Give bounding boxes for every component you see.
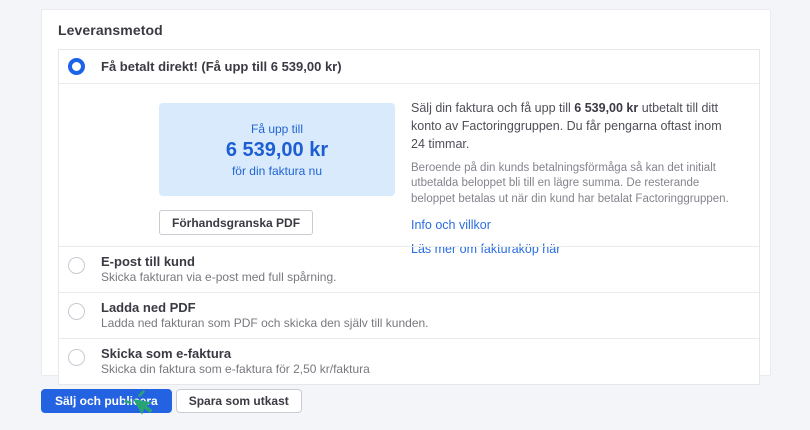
option-email-to-customer[interactable]: E-post till kund Skicka fakturan via e-p… (59, 246, 759, 292)
radio-unselected-icon[interactable] (68, 257, 85, 274)
form-actions: Sälj och publicera Spara som utkast (41, 389, 302, 413)
option-label: Ladda ned PDF (101, 300, 196, 315)
option-description: Skicka din faktura som e-faktura för 2,5… (101, 362, 370, 376)
offer-main-text-end: utbetalt till ditt konto av Factoringgru… (411, 101, 722, 151)
read-more-factoring-link[interactable]: Läs mer om fakturaköp här (411, 241, 561, 256)
info-terms-link[interactable]: Info och villkor (411, 217, 491, 232)
save-as-draft-button[interactable]: Spara som utkast (175, 389, 302, 413)
factoring-offer-panel: Få upp till 6 539,00 kr för din faktura … (59, 83, 759, 256)
option-get-paid-directly[interactable]: Få betalt direkt! (Få upp till 6 539,00 … (59, 50, 759, 83)
offer-description: Sälj din faktura och få upp till 6 539,0… (411, 100, 731, 256)
option-label: E-post till kund (101, 254, 195, 269)
offer-main-amount: 6 539,00 kr (574, 101, 639, 115)
offer-sub-text: för din faktura nu (231, 163, 323, 178)
section-title: Leveransmetod (58, 22, 163, 38)
offer-fine-print: Beroende på din kunds betalningsförmåga … (411, 162, 729, 205)
sell-and-publish-button[interactable]: Sälj och publicera (41, 389, 172, 413)
preview-pdf-button[interactable]: Förhandsgranska PDF (159, 210, 314, 235)
option-label: Få betalt direkt! (Få upp till 6 539,00 … (101, 59, 342, 74)
option-download-pdf[interactable]: Ladda ned PDF Ladda ned fakturan som PDF… (59, 292, 759, 338)
radio-unselected-icon[interactable] (68, 349, 85, 366)
offer-amount-box: Få upp till 6 539,00 kr för din faktura … (159, 103, 395, 196)
delivery-method-card: Leveransmetod Få betalt direkt! (Få upp … (41, 9, 771, 385)
radio-selected-icon[interactable] (68, 58, 85, 75)
option-description: Ladda ned fakturan som PDF och skicka de… (101, 316, 429, 330)
option-label: Skicka som e-faktura (101, 346, 232, 361)
offer-main-text-start: Sälj din faktura och få upp till (411, 101, 575, 115)
offer-lead-text: Få upp till (250, 121, 304, 136)
radio-unselected-icon[interactable] (68, 303, 85, 320)
offer-amount: 6 539,00 kr (225, 138, 329, 161)
option-description: Skicka fakturan via e-post med full spår… (101, 270, 337, 284)
offer-main-paragraph: Sälj din faktura och få upp till 6 539,0… (411, 100, 731, 153)
delivery-options-list: Få betalt direkt! (Få upp till 6 539,00 … (58, 49, 760, 385)
option-send-einvoice[interactable]: Skicka som e-faktura Skicka din faktura … (59, 338, 759, 384)
